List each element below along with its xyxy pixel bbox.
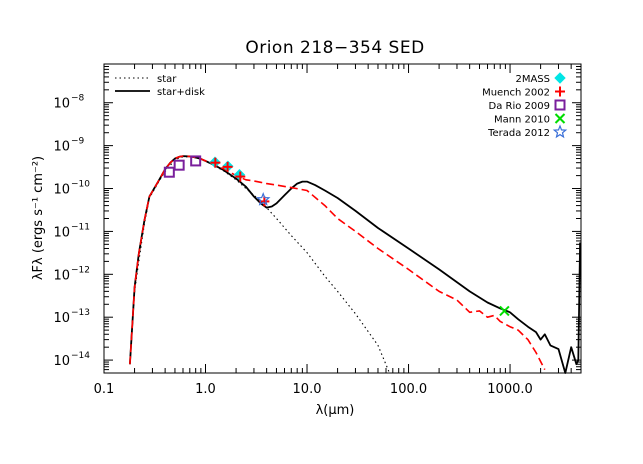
data-point-da-rio-2009 bbox=[163, 166, 175, 178]
legend-point-label: Da Rio 2009 bbox=[489, 101, 550, 112]
legend-point-label: Terada 2012 bbox=[487, 128, 550, 139]
legend-marker bbox=[554, 72, 566, 84]
series-line-star bbox=[129, 156, 391, 374]
y-tick-exponent: −9 bbox=[71, 137, 85, 147]
y-tick-label: 10 bbox=[53, 354, 70, 369]
y-tick-exponent: −11 bbox=[71, 222, 90, 232]
data-point-mann-2010 bbox=[499, 305, 510, 317]
legend-line-label: star bbox=[157, 74, 177, 85]
data-point-da-rio-2009 bbox=[190, 155, 202, 167]
y-axis-title: λFλ (ergs s⁻¹ cm⁻²) bbox=[31, 156, 46, 280]
x-tick-label: 1.0 bbox=[195, 382, 216, 397]
series-line-model-2 bbox=[129, 155, 546, 370]
y-tick-label: 10 bbox=[53, 97, 70, 112]
legend-point-label: 2MASS bbox=[515, 74, 550, 85]
y-tick-label: 10 bbox=[53, 183, 70, 198]
lines-legend: star star+disk bbox=[115, 74, 205, 98]
legend-point-label: Muench 2002 bbox=[482, 88, 550, 99]
series-layer bbox=[129, 155, 581, 374]
points-layer bbox=[163, 155, 510, 317]
data-point-terada-2012 bbox=[255, 192, 271, 206]
legend-marker bbox=[554, 113, 566, 124]
axis-ticks bbox=[103, 63, 582, 374]
series-line-star-disk bbox=[129, 155, 581, 374]
y-tick-exponent: −14 bbox=[71, 351, 90, 361]
data-point-da-rio-2009 bbox=[173, 159, 185, 171]
y-tick-exponent: −12 bbox=[71, 265, 90, 275]
y-tick-exponent: −13 bbox=[71, 308, 90, 318]
y-tick-label: 10 bbox=[53, 268, 70, 283]
legend-marker bbox=[554, 99, 566, 111]
y-tick-label: 10 bbox=[53, 140, 70, 155]
y-tick-label: 10 bbox=[53, 225, 70, 240]
y-tick-exponent: −10 bbox=[71, 180, 90, 190]
x-tick-label: 1000.0 bbox=[487, 382, 533, 397]
legend-line-label: star+disk bbox=[157, 87, 205, 98]
chart-title: Orion 218−354 SED bbox=[245, 38, 424, 58]
legend-marker bbox=[552, 124, 568, 139]
legend-point-label: Mann 2010 bbox=[494, 115, 550, 126]
y-tick-label: 10 bbox=[53, 311, 70, 326]
x-axis-title: λ(μm) bbox=[316, 403, 355, 418]
data-point-muench-2002 bbox=[210, 157, 221, 168]
y-tick-exponent: −8 bbox=[71, 94, 85, 104]
x-tick-label: 10.0 bbox=[293, 382, 322, 397]
x-tick-label: 100.0 bbox=[390, 382, 427, 397]
data-point-muench-2002 bbox=[222, 161, 233, 172]
legend-marker bbox=[555, 86, 565, 97]
x-tick-label: 0.1 bbox=[94, 382, 115, 397]
data-point-muench-2002 bbox=[235, 171, 246, 182]
points-legend: 2MASS Muench 2002 Da Rio 2009 Mann 2010 Tera… bbox=[482, 72, 568, 139]
